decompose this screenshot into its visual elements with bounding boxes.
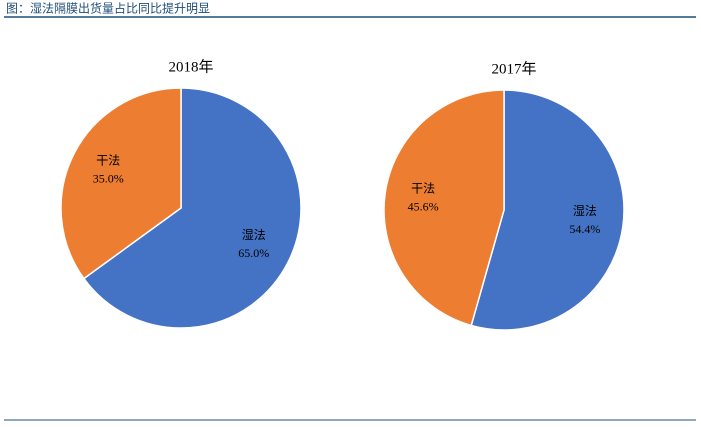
slice-value-label: 65.0%	[238, 246, 269, 260]
pie-slice	[60, 87, 182, 280]
header-title: 图：湿法隔膜出货量占比同比提升明显	[6, 1, 210, 16]
slice-value-label: 54.4%	[569, 222, 600, 236]
slice-value-label: 45.6%	[408, 200, 439, 214]
slice-label: 干法	[96, 154, 120, 168]
chart-title: 2018年	[168, 58, 213, 75]
slice-label: 湿法	[242, 227, 266, 242]
chart-title: 2017年	[491, 60, 536, 77]
pie-slice	[82, 87, 302, 329]
pie-slice	[383, 89, 505, 327]
pie-slice	[470, 89, 625, 331]
slice-label: 干法	[411, 182, 435, 196]
slice-value-label: 35.0%	[93, 172, 124, 186]
slice-label: 湿法	[573, 203, 597, 218]
